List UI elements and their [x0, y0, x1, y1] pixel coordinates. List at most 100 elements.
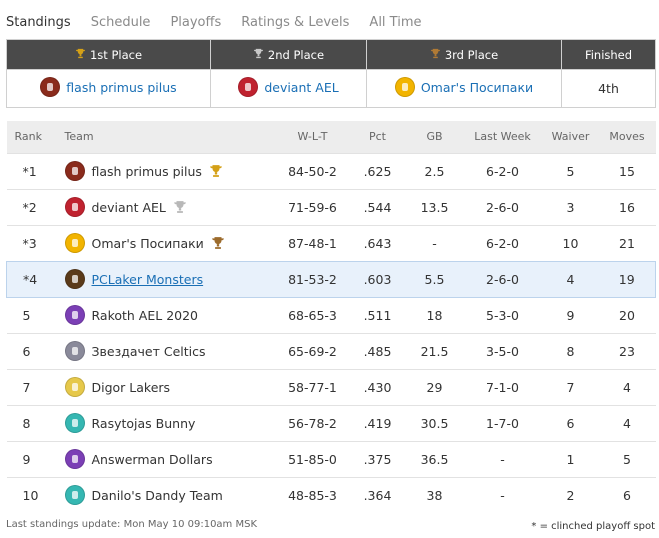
moves-cell: 21 [598, 224, 656, 261]
team-logo-icon [64, 341, 85, 361]
last-week-cell: 2-6-0 [462, 260, 543, 298]
table-row: 5 Rakoth AEL 2020 68-65-3.511 18 5-3-0 9 20 [6, 296, 656, 333]
moves-cell: 4 [598, 404, 656, 441]
waiver-cell: 7 [542, 368, 599, 405]
team-cell: PCLaker Monsters [56, 260, 277, 298]
team-cell: Digor Lakers [56, 368, 277, 405]
gb-cell: 18 [406, 296, 463, 333]
rank-cell: 5 [6, 296, 57, 333]
second-place-label: 2nd Place [267, 47, 325, 62]
pct-cell: .603 [348, 260, 407, 298]
second-place-team-link[interactable]: deviant AEL [264, 79, 339, 95]
waiver-cell: 3 [542, 188, 599, 225]
col-waiver[interactable]: Waiver [542, 121, 599, 153]
rank-cell: *1 [6, 152, 57, 189]
rank-cell: *4 [6, 260, 57, 298]
team-cell: Rakoth AEL 2020 [56, 296, 277, 333]
last-week-cell: 3-5-0 [462, 332, 543, 369]
trophy-bronze-icon [211, 236, 225, 250]
moves-cell: 20 [598, 296, 656, 333]
trophy-silver-icon [253, 48, 264, 62]
pct-cell: .364 [348, 476, 407, 513]
waiver-cell: 10 [542, 224, 599, 261]
places-table: 1st Place 2nd Place 3rd Place Finished f… [6, 39, 656, 108]
team-name-link[interactable]: Звездачет Celtics [91, 343, 206, 359]
last-week-cell: - [462, 440, 543, 477]
pct-cell: .511 [348, 296, 407, 333]
col-gb[interactable]: GB [406, 121, 463, 153]
team-logo-icon [394, 77, 415, 97]
team-logo-icon [64, 305, 85, 325]
gb-cell: 30.5 [406, 404, 463, 441]
table-row: 8 Rasytojas Bunny 56-78-2.419 30.5 1-7-0 6 4 [6, 404, 656, 441]
tab-standings[interactable]: Standings [6, 14, 71, 30]
pct-cell: .544 [348, 188, 407, 225]
gb-cell: 21.5 [406, 332, 463, 369]
first-place-team-link[interactable]: flash primus pilus [66, 79, 177, 95]
team-cell: Omar's Посипаки [56, 224, 277, 261]
table-row: 7 Digor Lakers 58-77-1.430 29 7-1-0 7 4 [6, 368, 656, 405]
team-name-link[interactable]: flash primus pilus [91, 163, 202, 179]
trophy-silver-icon [173, 200, 187, 214]
tab-ratings-levels[interactable]: Ratings & Levels [241, 14, 350, 30]
last-week-cell: 7-1-0 [462, 368, 543, 405]
rank-cell: 9 [6, 440, 57, 477]
col-team[interactable]: Team [56, 121, 277, 153]
team-logo-icon [64, 269, 85, 289]
trophy-gold-icon [75, 48, 86, 62]
wlt-cell: 84-50-2 [276, 152, 349, 189]
playoff-legend: * = clinched playoff spot [531, 521, 655, 532]
trophy-bronze-icon [430, 48, 441, 62]
col-last-week[interactable]: Last Week [462, 121, 543, 153]
waiver-cell: 2 [542, 476, 599, 513]
gb-cell: 36.5 [406, 440, 463, 477]
tab-all-time[interactable]: All Time [369, 14, 422, 30]
team-name-link[interactable]: Digor Lakers [91, 379, 171, 395]
pct-cell: .430 [348, 368, 407, 405]
wlt-cell: 56-78-2 [276, 404, 349, 441]
tab-schedule[interactable]: Schedule [90, 14, 151, 30]
team-cell: flash primus pilus [56, 152, 277, 189]
rank-cell: 8 [6, 404, 57, 441]
team-name-link[interactable]: Answerman Dollars [91, 451, 213, 467]
pct-cell: .419 [348, 404, 407, 441]
team-logo-icon [64, 485, 85, 506]
second-place-header: 2nd Place [210, 39, 367, 70]
gb-cell: 2.5 [406, 152, 463, 189]
waiver-cell: 5 [542, 152, 599, 189]
moves-cell: 6 [598, 476, 656, 513]
first-place-header: 1st Place [6, 39, 211, 70]
moves-cell: 19 [598, 260, 656, 298]
col-pct[interactable]: Pct [348, 121, 407, 153]
team-name-link[interactable]: Danilo's Dandy Team [91, 487, 223, 503]
table-row: *3 Omar's Посипаки 87-48-1.643-6-2-0 10 21 [6, 224, 656, 261]
third-place-label: 3rd Place [444, 47, 499, 62]
rank-cell: 6 [6, 332, 57, 369]
waiver-cell: 4 [542, 260, 599, 298]
team-name-link[interactable]: Rasytojas Bunny [91, 415, 196, 431]
waiver-cell: 6 [542, 404, 599, 441]
col-moves[interactable]: Moves [598, 121, 656, 153]
team-logo-icon [40, 77, 61, 97]
team-name-link[interactable]: PCLaker Monsters [91, 271, 204, 287]
gb-cell: 13.5 [406, 188, 463, 225]
team-name-link[interactable]: Rakoth AEL 2020 [91, 307, 199, 323]
team-name-link[interactable]: deviant AEL [91, 199, 166, 215]
tab-playoffs[interactable]: Playoffs [170, 14, 222, 30]
waiver-cell: 8 [542, 332, 599, 369]
team-cell: Answerman Dollars [56, 440, 277, 477]
trophy-gold-icon [209, 164, 223, 178]
gb-cell: - [406, 224, 463, 261]
col-wlt[interactable]: W-L-T [276, 121, 349, 153]
team-logo-icon [64, 233, 85, 253]
rank-cell: *3 [6, 224, 57, 261]
team-logo-icon [64, 161, 85, 181]
finished-value: 4th [561, 69, 656, 108]
team-cell: deviant AEL [56, 188, 277, 225]
third-place-team-link[interactable]: Omar's Посипаки [420, 79, 534, 95]
last-week-cell: 5-3-0 [462, 296, 543, 333]
third-place-header: 3rd Place [366, 39, 562, 70]
rank-cell: 7 [6, 368, 57, 405]
team-name-link[interactable]: Omar's Посипаки [91, 235, 204, 251]
col-rank[interactable]: Rank [6, 121, 57, 153]
